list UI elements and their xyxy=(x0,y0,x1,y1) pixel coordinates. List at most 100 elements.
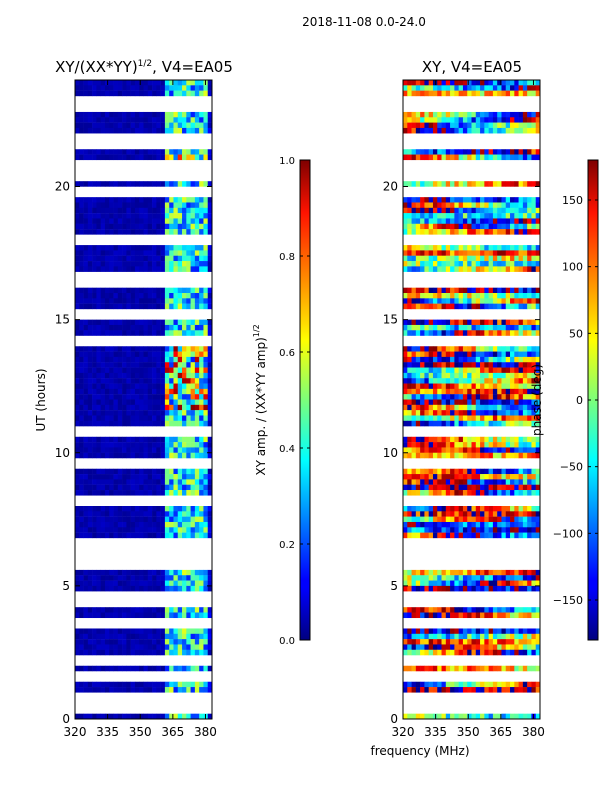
amplitude-cell xyxy=(143,442,149,448)
phase-cell xyxy=(488,474,494,480)
amplitude-cell xyxy=(169,474,174,480)
phase-cell xyxy=(514,245,519,251)
amplitude-cell xyxy=(207,607,213,613)
phase-cell xyxy=(501,266,507,272)
amplitude-cell xyxy=(126,628,131,635)
amplitude-cell xyxy=(173,607,179,613)
phase-cell xyxy=(420,207,425,214)
phase-cell xyxy=(454,713,459,720)
amplitude-cell xyxy=(109,575,114,581)
amplitude-cell xyxy=(92,394,97,400)
amplitude-cell xyxy=(207,261,213,267)
phase-cell xyxy=(480,665,485,672)
phase-cell xyxy=(501,681,507,688)
amplitude-cell xyxy=(139,490,144,496)
amplitude-cell xyxy=(160,474,166,480)
x-tick-label: 380 xyxy=(522,725,545,739)
amplitude-cell xyxy=(203,527,209,533)
phase-cell xyxy=(475,447,481,453)
amplitude-cell xyxy=(194,346,200,352)
phase-cell xyxy=(420,399,425,406)
colorbar-tick-label: 100 xyxy=(562,261,583,274)
amplitude-cell xyxy=(169,319,174,326)
phase-cell xyxy=(501,181,507,187)
amplitude-cell xyxy=(117,474,123,480)
amplitude-cell xyxy=(92,319,97,326)
phase-cell xyxy=(535,628,541,635)
amplitude-cell xyxy=(100,527,106,533)
phase-cell xyxy=(522,580,528,587)
phase-cell xyxy=(407,367,412,374)
amplitude-cell xyxy=(207,628,213,635)
phase-cell xyxy=(411,468,417,475)
phase-cell xyxy=(454,229,459,235)
amplitude-cell xyxy=(113,85,119,91)
amplitude-cell xyxy=(75,245,80,251)
phase-cell xyxy=(518,303,524,310)
amplitude-cell xyxy=(109,628,114,635)
phase-cell xyxy=(484,575,489,581)
amplitude-cell xyxy=(75,388,80,395)
amplitude-cell xyxy=(134,612,140,619)
amplitude-cell xyxy=(126,378,131,384)
amplitude-cell xyxy=(160,346,166,352)
phase-cell xyxy=(475,681,481,688)
amplitude-cell xyxy=(104,410,110,416)
phase-cell xyxy=(531,511,537,517)
amplitude-cell xyxy=(83,229,89,235)
amplitude-cell xyxy=(83,607,89,613)
phase-cell xyxy=(415,154,421,161)
phase-cell xyxy=(458,649,464,656)
amplitude-cell xyxy=(87,506,93,512)
phase-cell xyxy=(535,490,541,496)
phase-cell xyxy=(428,250,434,256)
amplitude-cell xyxy=(203,687,209,693)
phase-cell xyxy=(450,367,455,374)
amplitude-cell xyxy=(75,681,80,688)
phase-cell xyxy=(407,122,412,129)
amplitude-cell xyxy=(203,85,209,91)
phase-cell xyxy=(441,287,447,294)
phase-cell xyxy=(403,516,408,523)
amplitude-cell xyxy=(79,122,84,129)
phase-cell xyxy=(497,506,502,512)
phase-cell xyxy=(432,383,438,390)
phase-cell xyxy=(514,399,519,406)
amplitude-cell xyxy=(164,644,170,650)
amplitude-cell xyxy=(177,223,183,230)
phase-cell xyxy=(428,149,434,155)
phase-cell xyxy=(492,372,498,379)
phase-cell xyxy=(531,681,537,688)
amplitude-cell xyxy=(109,149,114,155)
phase-cell xyxy=(488,319,494,326)
amplitude-cell xyxy=(190,250,196,256)
amplitude-cell xyxy=(130,346,136,352)
amplitude-cell xyxy=(152,607,157,613)
phase-cell xyxy=(415,383,421,390)
amplitude-cell xyxy=(75,207,80,214)
phase-cell xyxy=(432,255,438,262)
amplitude-cell xyxy=(143,229,149,235)
phase-cell xyxy=(518,383,524,390)
amplitude-cell xyxy=(194,229,200,235)
amplitude-cell xyxy=(134,181,140,187)
phase-cell xyxy=(424,319,429,326)
phase-cell xyxy=(475,633,481,640)
phase-cell xyxy=(497,474,502,480)
amplitude-cell xyxy=(169,580,174,587)
amplitude-cell xyxy=(139,287,144,294)
phase-cell xyxy=(535,293,541,299)
phase-cell xyxy=(527,580,532,587)
amplitude-cell xyxy=(147,255,153,262)
phase-cell xyxy=(497,681,502,688)
amplitude-cell xyxy=(160,490,166,496)
phase-cell xyxy=(510,346,515,352)
amplitude-cell xyxy=(109,298,114,304)
phase-cell xyxy=(475,442,481,448)
amplitude-cell xyxy=(203,218,209,224)
phase-cell xyxy=(510,90,515,97)
amplitude-cell xyxy=(160,372,166,379)
amplitude-cell xyxy=(143,649,149,656)
amplitude-cell xyxy=(87,298,93,304)
phase-cell xyxy=(445,484,451,491)
